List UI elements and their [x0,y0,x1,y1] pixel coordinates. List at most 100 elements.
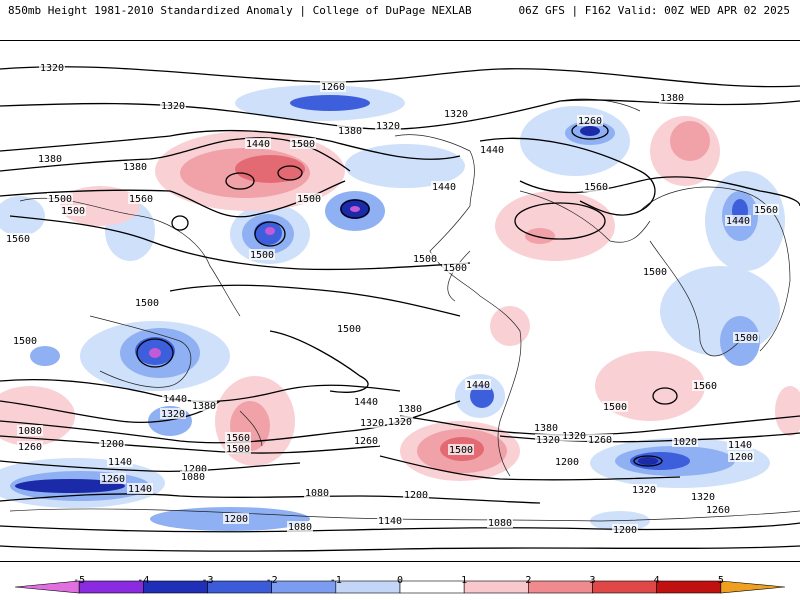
contour-label-bg [100,473,126,484]
contour-label: 1500 [734,333,758,344]
colorbar-segment [656,580,722,594]
contour-label-bg [465,379,491,390]
contour-label-bg [535,434,561,445]
contour-label: 1260 [578,116,602,127]
contour-label-bg [122,161,148,172]
colorbar-tick-label: -1 [329,575,342,586]
contour-label: 1320 [632,485,656,496]
contour-label-bg [336,323,362,334]
contour-label: 1140 [128,484,152,495]
contour-label: 1500 [135,298,159,309]
contour-label-bg [442,262,468,273]
contour-label: 1500 [250,250,274,261]
coastlines [9,98,800,522]
height-contours [0,66,800,552]
contour-label-bg [727,439,753,450]
contour-label: 1260 [18,442,42,453]
colorbar-tick-label: -4 [137,575,150,586]
colorbar-tick-label: -3 [201,575,214,586]
contour-label-bg [12,335,38,346]
contour-label-bg [377,515,403,526]
contour-label: 1320 [562,431,586,442]
contour-label: 1500 [643,267,667,278]
contour-label-bg [554,456,580,467]
colorbar-segment [78,580,144,594]
contour-label: 1260 [101,474,125,485]
contour-label-bg [127,483,153,494]
map-panel: 1320 1320 1260 1320 1380 1260 1380 1320 1440 1500… [0,40,800,562]
contour-label-bg [431,181,457,192]
contour-label: 1080 [181,472,205,483]
contour-label-bg [225,432,251,443]
contour-label-bg [448,444,474,455]
colorbar-segment [207,580,272,594]
contour-label-bg [403,489,429,500]
contour-label: 1500 [291,139,315,150]
contour-label-bg [443,108,469,119]
colorbar-tick-label: -2 [265,575,278,586]
contour-label-bg [249,249,275,260]
contour-label: 1500 [603,402,627,413]
contour-label-bg [5,233,31,244]
contour-label: 1080 [288,522,312,533]
colorbar-segment [592,580,657,594]
contour-label: 1080 [18,426,42,437]
contour-label-bg [561,430,587,441]
contour-label: 1440 [246,139,270,150]
contour-label-bg [191,400,217,411]
contour-label-bg [180,471,206,482]
contour-label: 1320 [444,109,468,120]
contour-label: 1260 [354,436,378,447]
contour-label: 1560 [754,205,778,216]
contour-label-bg [690,491,716,502]
contour-label-bg [397,403,423,414]
contour-label: 1560 [226,433,250,444]
contour-label: 1380 [398,404,422,415]
colorbar-segment [399,580,465,594]
contour-label-bg [753,204,779,215]
contour-label-bg [728,451,754,462]
contour-label: 1500 [413,254,437,265]
contour-label: 1260 [321,82,345,93]
contour-label: 1380 [660,93,684,104]
colorbar-tick-label: 4 [653,575,660,586]
contour-label-bg [107,456,133,467]
contour-label-bg [725,215,751,226]
contour-label-bg [583,181,609,192]
contour-label-bg [225,443,251,454]
colorbar-segment [14,580,80,594]
contour-label-bg [659,92,685,103]
colorbar-segment [143,580,208,594]
contour-label: 1560 [693,381,717,392]
contour-label-bg [733,332,759,343]
contour-label: 1500 [297,194,321,205]
contour-label-bg [182,463,208,474]
contour-label-bg [223,513,249,524]
contour-label-bg [134,297,160,308]
contour-label: 1200 [555,457,579,468]
contour-label-bg [612,524,638,535]
contour-label-bg [287,521,313,532]
contour-label: 1140 [108,457,132,468]
contour-label-bg [479,144,505,155]
contour-label-bg [60,205,86,216]
contour-label: 1260 [588,435,612,446]
colorbar-segment [271,580,337,594]
contour-label-bg [296,193,322,204]
contour-label-bg [39,62,65,73]
contour-label-bg [412,253,438,264]
contour-label: 1200 [729,452,753,463]
contour-label: 1440 [432,182,456,193]
colorbar-segment [720,580,786,594]
contour-label: 1140 [378,516,402,527]
contour-label-bg [160,408,186,419]
contour-label: 1200 [224,514,248,525]
contour-label: 1320 [360,418,384,429]
contour-label: 1560 [584,182,608,193]
colorbar-tick-label: -5 [73,575,86,586]
contour-label-bg [577,115,603,126]
contour-label-bg [533,422,559,433]
contour-label: 1500 [443,263,467,274]
contour-label: 1320 [536,435,560,446]
